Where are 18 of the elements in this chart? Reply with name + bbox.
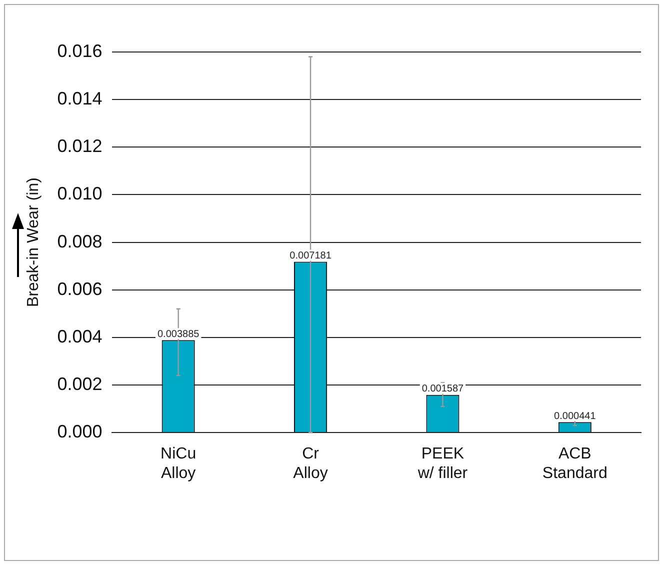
data-label: 0.000441: [554, 410, 596, 422]
x-tick-label: NiCu Alloy: [160, 446, 196, 482]
x-tick-label: PEEK w/ filler: [416, 446, 468, 482]
y-tick-label: 0.004: [57, 326, 102, 346]
y-tick-label: 0.000: [57, 422, 102, 442]
y-tick-label: 0.014: [57, 88, 102, 109]
y-tick-label: 0.006: [57, 278, 102, 299]
y-tick-label: 0.010: [57, 184, 102, 204]
y-tick-label: 0.008: [57, 231, 102, 252]
x-tick-label: ACB Standard: [542, 446, 608, 482]
data-label: 0.007181: [290, 250, 332, 262]
y-axis-title: Break-in Wear (in): [25, 178, 42, 308]
data-label: 0.001587: [422, 384, 464, 395]
y-tick-label: 0.012: [57, 136, 102, 156]
data-label: 0.003885: [157, 328, 200, 340]
y-tick-label: 0.002: [57, 374, 102, 394]
x-tick-label: Cr Alloy: [293, 446, 328, 482]
y-tick-label: 0.016: [57, 40, 102, 61]
